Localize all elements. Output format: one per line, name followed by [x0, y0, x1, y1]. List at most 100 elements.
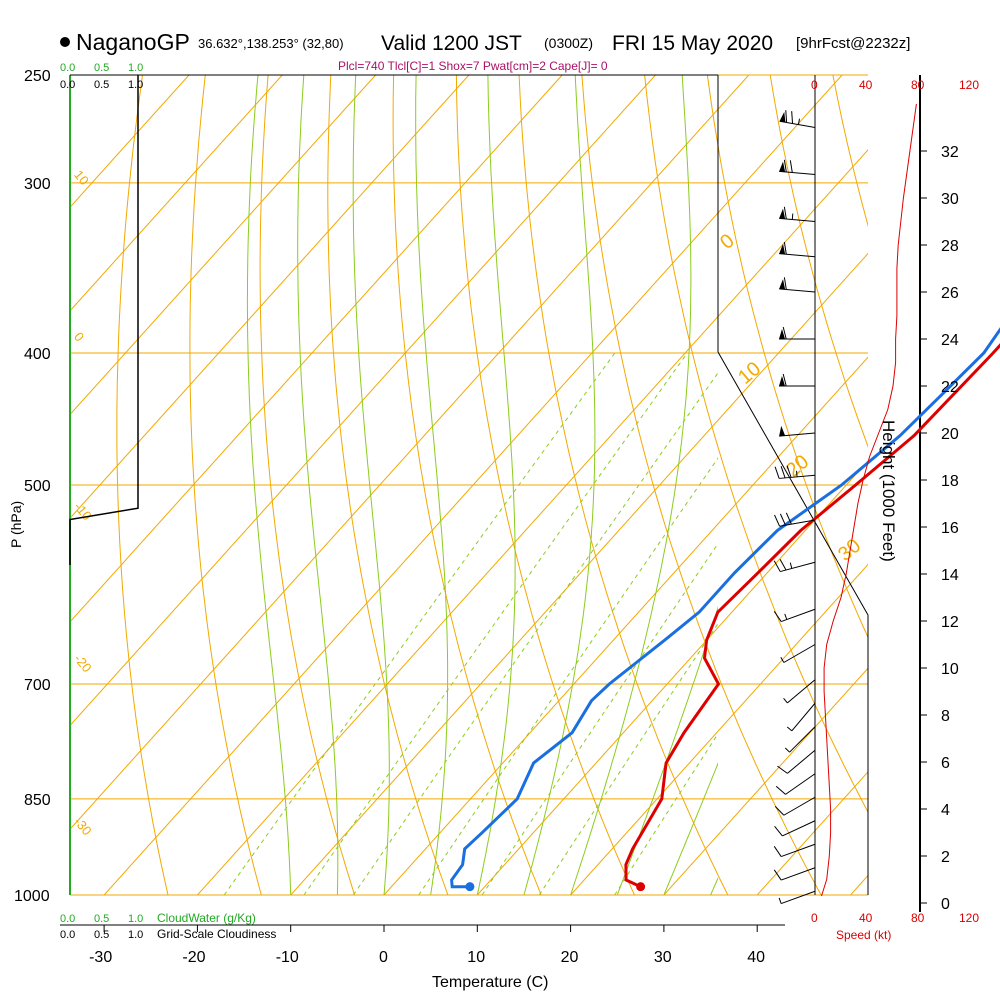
- pressure-tick-label: 400: [24, 346, 51, 363]
- wind-barb: [773, 558, 816, 573]
- mixing-ratio-label: 3: [349, 903, 365, 918]
- wind-barb: [774, 820, 816, 837]
- valid-time-utc: (0300Z): [544, 35, 593, 51]
- wind-barb: [777, 749, 816, 774]
- dry-adiabat-line: [644, 75, 868, 814]
- dry-adiabat-line: [518, 75, 729, 895]
- speed-tick-label-bottom: 0: [811, 911, 818, 925]
- wind-barb: [778, 890, 816, 905]
- dry-adiabat-line: [958, 75, 1000, 895]
- cloudiness-tick-label-top: 1.0: [128, 79, 143, 91]
- moist-adiabat-line: [570, 75, 692, 895]
- dry-adiabat-line: [581, 75, 822, 895]
- temperature-tick-label: 30: [654, 949, 672, 966]
- valid-date: FRI 15 May 2020: [612, 32, 773, 55]
- temperature-tick-label: 20: [561, 949, 579, 966]
- moist-adiabat-line: [352, 75, 390, 895]
- height-tick-label: 20: [941, 426, 959, 443]
- height-tick-label: 0: [941, 896, 950, 913]
- isotherm-label: -30: [71, 814, 95, 838]
- temperature-tick-label: -10: [276, 949, 299, 966]
- cloudiness-tick-label-top: 0.0: [60, 79, 75, 91]
- temperature-line: [624, 343, 1000, 889]
- wind-barb: [773, 867, 816, 881]
- speed-tick-label-bottom: 120: [959, 911, 979, 925]
- height-tick-label: 4: [941, 802, 950, 819]
- y-axis-title: P (hPa): [8, 501, 24, 548]
- isotherm-label: 0: [71, 329, 87, 344]
- cloudwater-tick-label-top: 1.0: [128, 62, 143, 74]
- height-tick-label: 14: [941, 567, 959, 584]
- mixing-ratio-line: [352, 371, 718, 895]
- wind-barb: [780, 644, 816, 663]
- cloudiness-tick-label-bottom: 1.0: [128, 929, 143, 941]
- wind-speed-line: [821, 103, 917, 897]
- mixing-ratio-label: 2: [299, 903, 315, 918]
- height-tick-label: 8: [941, 708, 950, 725]
- cloudiness-legend: Grid-Scale Cloudiness: [157, 927, 276, 941]
- temperature-tick-label: 10: [467, 949, 485, 966]
- wind-barb: [773, 843, 816, 858]
- chart-header: NaganoGP 36.632°,138.253° (32,80) Valid …: [60, 29, 910, 73]
- isotherm-line: [70, 75, 283, 312]
- height-tick-label: 22: [941, 379, 959, 396]
- cloudwater-legend: CloudWater (g/Kg): [157, 911, 256, 925]
- dry-adiabat-line: [327, 75, 449, 895]
- station-marker-icon: [60, 37, 70, 47]
- mixing-ratio-line: [303, 352, 688, 895]
- dry-adiabat-lines: [116, 75, 1000, 895]
- dry-adiabat-line: [259, 75, 356, 895]
- mixing-ratio-line: [481, 542, 718, 895]
- dry-adiabat-line: [769, 75, 868, 448]
- wind-barb: [774, 796, 816, 816]
- mixing-ratio-label: 20: [610, 897, 631, 918]
- cloudiness-profile: [69, 75, 139, 565]
- cloudwater-tick-label-bottom: 0.0: [60, 913, 75, 925]
- moist-adiabat-line: [246, 75, 292, 895]
- height-axis-title: Height (1000 Feet): [879, 420, 898, 562]
- dry-adiabat-line: [706, 75, 868, 639]
- pressure-tick-label: 300: [24, 176, 51, 193]
- wind-barb: [779, 206, 816, 222]
- mixing-ratio-label: 8: [477, 903, 493, 918]
- wind-barb: [779, 241, 816, 258]
- moist-adiabat-line: [297, 75, 339, 895]
- surface-dewpoint-point: [465, 882, 475, 892]
- cloudiness-line: [69, 75, 139, 565]
- height-tick-label: 16: [941, 520, 959, 537]
- wind-barb: [779, 373, 815, 387]
- isotherm-label: -10: [71, 499, 95, 523]
- height-tick-label: 18: [941, 473, 959, 490]
- isotherm-label: -20: [71, 651, 95, 675]
- height-tick-label: 24: [941, 332, 959, 349]
- height-tick-label: 26: [941, 285, 959, 302]
- height-tick-label: 30: [941, 191, 959, 208]
- wind-panel-boundary: [717, 351, 869, 895]
- speed-tick-label-bottom: 40: [859, 911, 873, 925]
- mixing-ratio-label: 5: [414, 903, 430, 918]
- isotherm-line: [70, 75, 376, 416]
- pressure-tick-label: 500: [24, 478, 51, 495]
- temperature-tick-label: -20: [182, 949, 205, 966]
- temperature-tick-label: 0: [379, 949, 388, 966]
- dry-adiabat-line: [392, 75, 542, 895]
- wind-barb: [779, 425, 816, 437]
- sounding-profiles: [450, 327, 1000, 892]
- cloudwater-tick-label-bottom: 0.5: [94, 913, 109, 925]
- cloudiness-tick-label-top: 0.5: [94, 79, 109, 91]
- isotherm-label: 10: [734, 358, 765, 389]
- forecast-label: [9hrFcst@2232z]: [796, 35, 910, 52]
- speed-tick-label-top: 120: [959, 78, 979, 92]
- dewpoint-line: [450, 327, 1000, 889]
- wind-barb: [786, 702, 816, 732]
- speed-tick-label-top: 0: [811, 78, 818, 92]
- pressure-level-lines: [70, 74, 868, 896]
- station-coords: 36.632°,138.253° (32,80): [198, 36, 344, 51]
- height-tick-label: 2: [941, 849, 950, 866]
- wind-barb: [779, 277, 816, 293]
- x-axis-title: Temperature (C): [432, 974, 548, 991]
- station-name: NaganoGP: [76, 29, 190, 55]
- wind-barb: [774, 512, 816, 527]
